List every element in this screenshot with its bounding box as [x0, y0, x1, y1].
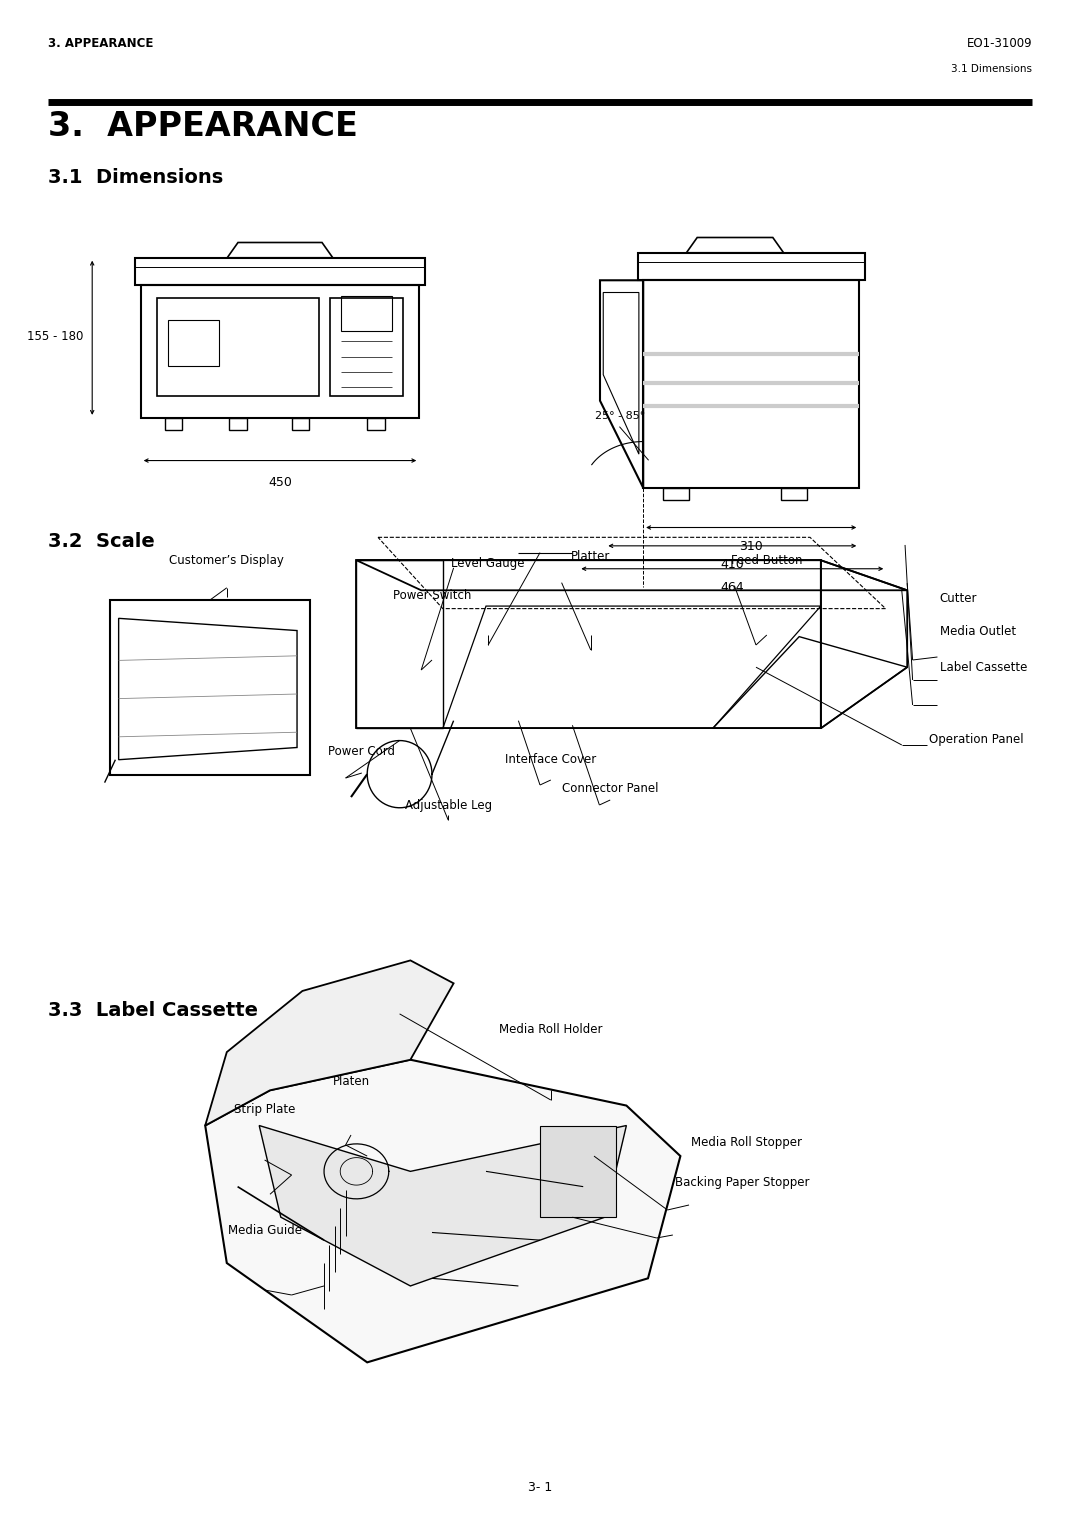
- Text: Media Guide: Media Guide: [228, 1224, 301, 1236]
- Text: Media Outlet: Media Outlet: [940, 625, 1015, 637]
- Text: EO1-31009: EO1-31009: [967, 37, 1032, 50]
- Text: Customer’s Display: Customer’s Display: [170, 555, 284, 567]
- Text: 450: 450: [268, 475, 292, 489]
- Text: 3.2  Scale: 3.2 Scale: [48, 532, 154, 550]
- Text: Adjustable Leg: Adjustable Leg: [405, 799, 491, 811]
- Text: 3- 1: 3- 1: [528, 1481, 552, 1494]
- Text: Cutter: Cutter: [940, 593, 977, 605]
- Text: Power Cord: Power Cord: [328, 746, 395, 758]
- Text: Label Cassette: Label Cassette: [940, 662, 1027, 674]
- Text: Media Roll Stopper: Media Roll Stopper: [691, 1137, 802, 1149]
- Text: Interface Cover: Interface Cover: [505, 753, 596, 766]
- Text: 310: 310: [740, 539, 764, 553]
- Text: Platen: Platen: [333, 1076, 369, 1088]
- Text: Platter: Platter: [571, 550, 610, 562]
- Polygon shape: [259, 1126, 626, 1287]
- Polygon shape: [540, 1126, 616, 1218]
- Text: 464: 464: [720, 581, 744, 594]
- Text: 3.1 Dimensions: 3.1 Dimensions: [951, 64, 1032, 75]
- Text: Connector Panel: Connector Panel: [562, 782, 659, 795]
- Text: 3.3  Label Cassette: 3.3 Label Cassette: [48, 1001, 257, 1019]
- Text: 3.1  Dimensions: 3.1 Dimensions: [48, 168, 222, 186]
- Text: 25° - 85°: 25° - 85°: [595, 411, 645, 420]
- Text: 155 - 180: 155 - 180: [27, 330, 83, 342]
- Text: Operation Panel: Operation Panel: [929, 733, 1024, 746]
- Text: Feed Button: Feed Button: [731, 555, 802, 567]
- Text: Media Roll Holder: Media Roll Holder: [499, 1024, 603, 1036]
- Text: Strip Plate: Strip Plate: [234, 1103, 295, 1115]
- Text: 3. APPEARANCE: 3. APPEARANCE: [48, 37, 153, 50]
- Text: Backing Paper Stopper: Backing Paper Stopper: [675, 1177, 810, 1189]
- Polygon shape: [205, 961, 454, 1126]
- Text: 3.  APPEARANCE: 3. APPEARANCE: [48, 110, 357, 144]
- Polygon shape: [205, 1060, 680, 1363]
- Text: Power Switch: Power Switch: [393, 590, 471, 602]
- Text: 410: 410: [720, 558, 744, 571]
- Text: Level Gauge: Level Gauge: [451, 558, 525, 570]
